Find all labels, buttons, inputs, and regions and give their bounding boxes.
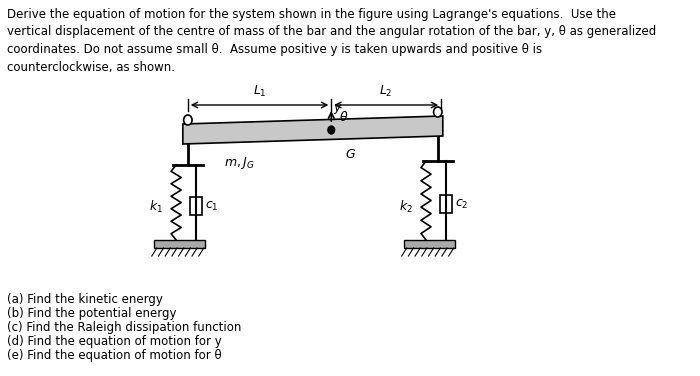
Text: Derive the equation of motion for the system shown in the figure using Lagrange': Derive the equation of motion for the sy… [7,8,656,73]
Text: (d) Find the equation of motion for y: (d) Find the equation of motion for y [7,335,221,348]
Text: $c_1$: $c_1$ [204,199,218,212]
Text: $k_1$: $k_1$ [148,199,162,215]
Text: $m, J_G$: $m, J_G$ [224,155,254,171]
Circle shape [433,107,442,117]
Text: (e) Find the equation of motion for θ: (e) Find the equation of motion for θ [7,349,221,362]
Bar [154,240,204,248]
Bar [440,195,452,213]
Text: (b) Find the potential energy: (b) Find the potential energy [7,307,176,320]
Text: $L_2$: $L_2$ [379,84,393,99]
Text: $\theta$: $\theta$ [339,110,348,124]
Bar [190,197,202,215]
Text: $c_2$: $c_2$ [454,197,468,211]
Text: (a) Find the kinetic energy: (a) Find the kinetic energy [7,293,162,306]
Text: y: y [334,102,341,115]
Text: (c) Find the Raleigh dissipation function: (c) Find the Raleigh dissipation functio… [7,321,241,334]
Circle shape [183,115,192,125]
Text: $k_2$: $k_2$ [399,199,412,215]
Text: $L_1$: $L_1$ [253,84,267,99]
Circle shape [328,126,335,134]
Polygon shape [183,116,443,144]
Text: $G$: $G$ [344,148,356,161]
Bar [404,240,454,248]
